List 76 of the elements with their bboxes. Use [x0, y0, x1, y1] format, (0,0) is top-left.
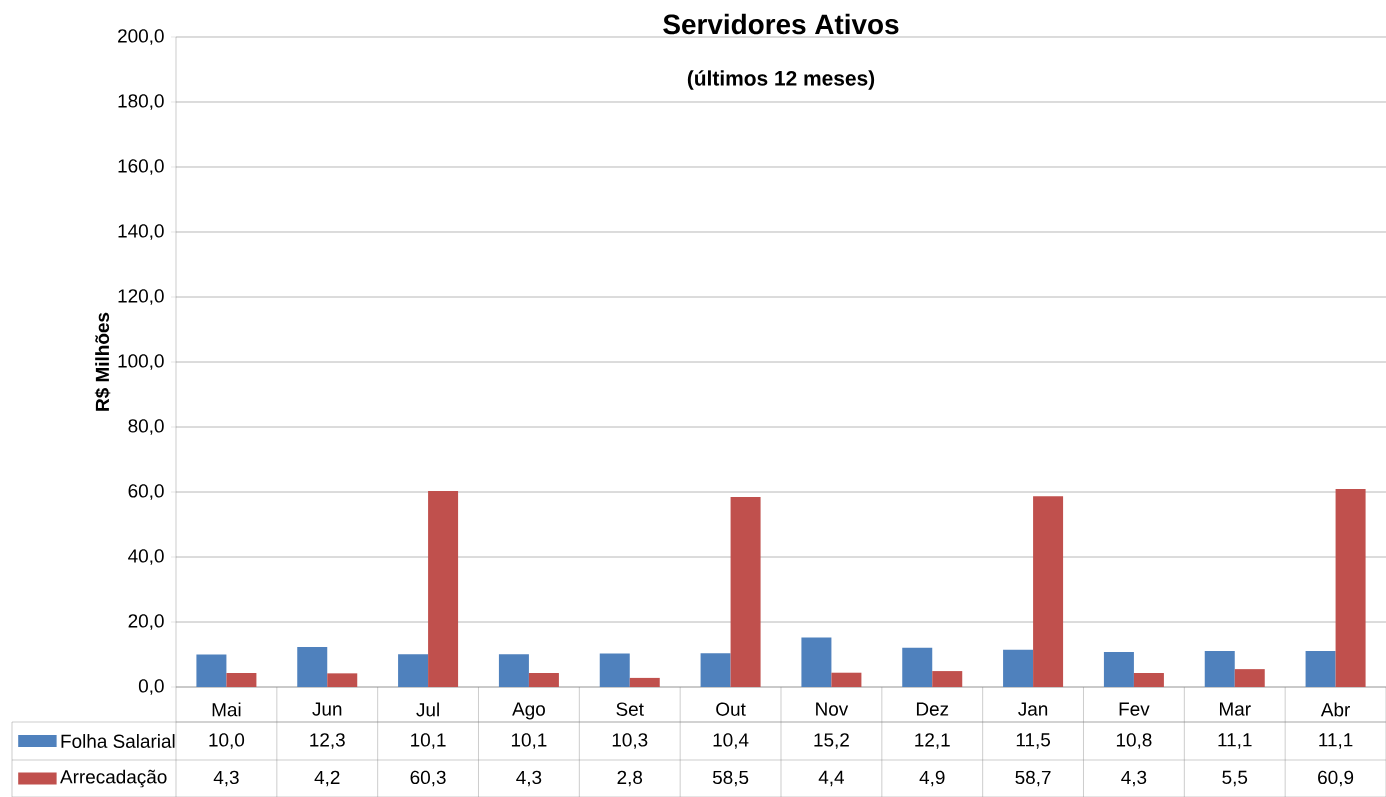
data-label: 10,0 [209, 733, 245, 749]
x-tick-label: Out [716, 702, 746, 716]
x-tick-label: Jun [312, 702, 342, 716]
data-label: 4,3 [213, 770, 239, 787]
bar [1133, 673, 1164, 687]
y-tick-label: 80,0 [128, 419, 164, 435]
bar [1103, 651, 1134, 687]
data-label: 4,9 [919, 770, 945, 787]
x-tick-label: Dez [916, 702, 949, 716]
y-tick-label: 140,0 [118, 224, 164, 240]
data-label: 58,7 [1015, 770, 1051, 787]
x-tick-label: Jul [416, 702, 439, 717]
bar [1204, 650, 1235, 687]
bar [398, 654, 429, 687]
data-label: 10,1 [511, 733, 547, 749]
legend-label: Arrecadação [60, 769, 167, 788]
bar [700, 653, 731, 687]
bar [730, 496, 761, 687]
x-tick-label: Jan [1018, 702, 1048, 716]
bar [902, 647, 933, 687]
data-label: 10,8 [1116, 733, 1152, 749]
text: (últimos 12 meses) [687, 70, 875, 90]
data-label: 58,5 [712, 770, 749, 787]
bar [428, 491, 459, 687]
bar [599, 653, 630, 687]
y-tick-label: 100,0 [118, 354, 164, 370]
data-label: 10,4 [713, 733, 749, 749]
data-label: 10,1 [411, 733, 446, 749]
bar [1305, 650, 1336, 687]
x-tick-label: Mai [212, 702, 241, 717]
bar [1003, 649, 1034, 687]
y-tick-label: 0,0 [138, 679, 164, 695]
x-tick-label: Ago [512, 702, 545, 720]
y-tick-label: 200,0 [118, 29, 164, 45]
data-label: 10,3 [612, 733, 648, 749]
x-tick-label: Nov [816, 702, 849, 716]
bar [932, 671, 963, 687]
bar [629, 677, 660, 687]
x-tick-label: Fev [1119, 702, 1150, 716]
bar [1033, 496, 1064, 687]
bar [196, 654, 227, 687]
y-axis-title: R$ Milhões [94, 312, 111, 411]
bar [1234, 669, 1265, 687]
bar [1335, 489, 1366, 687]
data-label: 60,3 [410, 770, 446, 787]
bar [801, 637, 832, 687]
data-label: 11,1 [1319, 733, 1353, 749]
y-tick-label: 120,0 [118, 289, 164, 305]
legend-label: Folha Salarial [61, 734, 175, 748]
data-label: 15,2 [814, 733, 849, 749]
bar [831, 672, 862, 687]
y-tick-label: 40,0 [128, 549, 164, 565]
data-label: 11,5 [1016, 733, 1051, 749]
data-label: 11,1 [1218, 733, 1252, 749]
bar [226, 673, 257, 687]
x-tick-label: Abr [1320, 702, 1350, 717]
y-tick-label: 180,0 [118, 94, 164, 110]
y-tick-label: 160,0 [118, 159, 164, 175]
data-label: 4,3 [516, 770, 542, 787]
data-label: 12,3 [310, 733, 345, 749]
bar [498, 654, 529, 687]
chart-title: Servidores Ativos [663, 13, 899, 35]
data-label: 4,4 [818, 770, 845, 787]
data-label: 12,1 [915, 733, 950, 749]
bar [297, 647, 328, 687]
data-label: 5,5 [1222, 770, 1248, 787]
bar [327, 673, 358, 687]
bar [528, 673, 559, 687]
data-label: 60,9 [1318, 770, 1354, 787]
y-tick-label: 20,0 [128, 614, 164, 630]
data-label: 2,8 [617, 770, 643, 787]
data-label: 4,3 [1121, 770, 1147, 787]
data-label: 4,2 [314, 770, 340, 787]
x-tick-label: Set [616, 702, 644, 716]
y-tick-label: 60,0 [128, 484, 164, 500]
x-tick-label: Mar [1219, 702, 1251, 716]
